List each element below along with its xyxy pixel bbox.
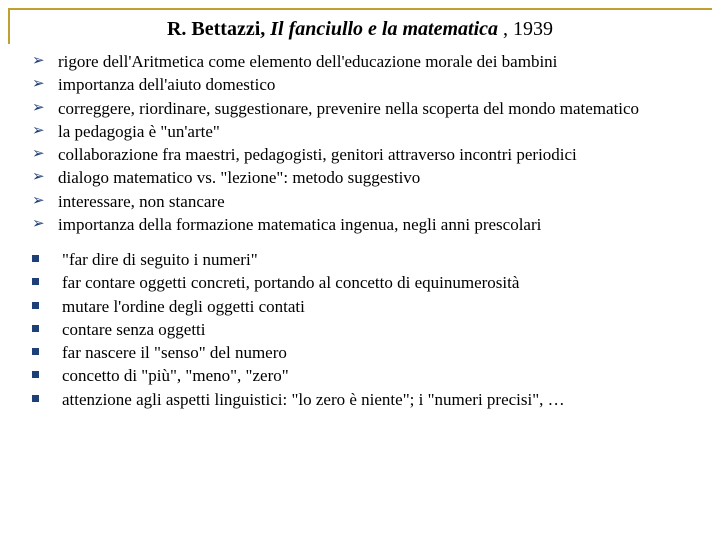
arrow-list: ➢ rigore dell'Aritmetica come elemento de… (28, 51, 692, 235)
list-item: ➢ la pedagogia è "un'arte" (28, 121, 692, 142)
arrow-icon: ➢ (32, 145, 45, 164)
square-icon (32, 371, 39, 378)
title-book: Il fanciullo e la matematica (270, 18, 498, 40)
arrow-icon: ➢ (32, 122, 45, 141)
title-year: , 1939 (503, 18, 553, 40)
list-text: rigore dell'Aritmetica come elemento del… (58, 52, 557, 71)
list-item: ➢ collaborazione fra maestri, pedagogisti… (28, 144, 692, 165)
arrow-icon: ➢ (32, 52, 45, 71)
square-icon (32, 325, 39, 332)
list-item: ➢ interessare, non stancare (28, 191, 692, 212)
list-item: far contare oggetti concreti, portando a… (28, 272, 692, 293)
list-item: ➢ dialogo matematico vs. "lezione": metod… (28, 167, 692, 188)
arrow-icon: ➢ (32, 192, 45, 211)
slide-content: ➢ rigore dell'Aritmetica come elemento de… (0, 51, 720, 410)
list-text: concetto di "più", "meno", "zero" (62, 366, 289, 385)
list-text: dialogo matematico vs. "lezione": metodo… (58, 168, 420, 187)
list-text: far contare oggetti concreti, portando a… (62, 273, 519, 292)
arrow-icon: ➢ (32, 75, 45, 94)
title-author: R. Bettazzi, (167, 18, 265, 40)
frame-top-border (8, 8, 712, 10)
list-item: attenzione agli aspetti linguistici: "lo… (28, 389, 692, 410)
list-text: importanza della formazione matematica i… (58, 215, 541, 234)
arrow-icon: ➢ (32, 99, 45, 118)
list-item: "far dire di seguito i numeri" (28, 249, 692, 270)
list-text: importanza dell'aiuto domestico (58, 75, 275, 94)
list-item: mutare l'ordine degli oggetti contati (28, 296, 692, 317)
list-text: collaborazione fra maestri, pedagogisti,… (58, 145, 577, 164)
square-list: "far dire di seguito i numeri" far conta… (28, 249, 692, 410)
frame-left-border (8, 8, 10, 44)
list-text: la pedagogia è "un'arte" (58, 122, 220, 141)
square-icon (32, 348, 39, 355)
list-item: ➢ importanza della formazione matematica … (28, 214, 692, 235)
list-text: mutare l'ordine degli oggetti contati (62, 297, 305, 316)
list-text: far nascere il "senso" del numero (62, 343, 287, 362)
list-text: interessare, non stancare (58, 192, 225, 211)
arrow-icon: ➢ (32, 168, 45, 187)
list-text: attenzione agli aspetti linguistici: "lo… (62, 390, 565, 409)
square-icon (32, 395, 39, 402)
list-item: ➢ correggere, riordinare, suggestionare, … (28, 98, 692, 119)
list-item: far nascere il "senso" del numero (28, 342, 692, 363)
list-text: correggere, riordinare, suggestionare, p… (58, 99, 639, 118)
list-item: concetto di "più", "meno", "zero" (28, 365, 692, 386)
list-text: "far dire di seguito i numeri" (62, 250, 258, 269)
list-item: contare senza oggetti (28, 319, 692, 340)
arrow-icon: ➢ (32, 215, 45, 234)
square-icon (32, 302, 39, 309)
square-icon (32, 278, 39, 285)
list-item: ➢ importanza dell'aiuto domestico (28, 74, 692, 95)
list-item: ➢ rigore dell'Aritmetica come elemento de… (28, 51, 692, 72)
square-icon (32, 255, 39, 262)
list-text: contare senza oggetti (62, 320, 206, 339)
